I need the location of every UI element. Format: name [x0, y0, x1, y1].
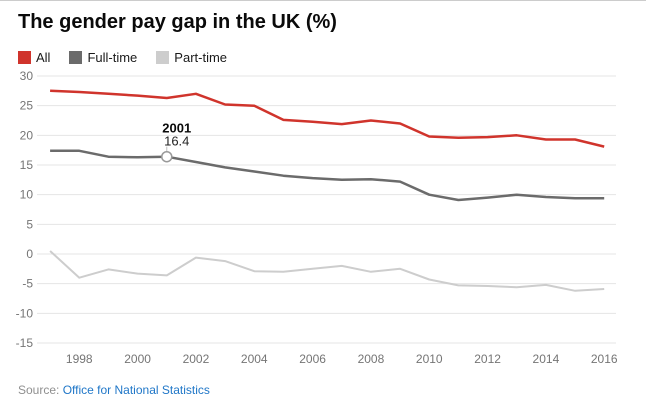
series-line-all	[50, 89, 605, 148]
x-tick-2014: 2014	[533, 352, 560, 366]
annotation-marker	[161, 150, 173, 163]
y-tick--5: -5	[22, 277, 33, 291]
x-tick-2002: 2002	[183, 352, 210, 366]
line-chart: 30 25 20 15 10 5 0 -5 -10 -15 1998 2000 2002 2004 2006…	[16, 69, 618, 366]
legend-item-full-time: Full-time	[69, 50, 137, 65]
y-tick-15: 15	[20, 158, 34, 172]
legend-swatch-part-time	[156, 51, 170, 64]
y-tick-25: 25	[20, 99, 34, 113]
y-tick-10: 10	[20, 188, 34, 202]
y-tick-0: 0	[26, 247, 33, 261]
legend-item-all: All	[18, 50, 50, 65]
y-tick--10: -10	[16, 306, 34, 320]
x-tick-2012: 2012	[474, 352, 501, 366]
x-tick-2004: 2004	[241, 352, 268, 366]
y-tick-20: 20	[20, 128, 34, 142]
annotation-year-label: 2001	[162, 121, 191, 136]
legend-swatch-full-time	[69, 51, 83, 64]
source-line: Source: Office for National Statistics	[18, 383, 210, 397]
legend-swatch-all	[18, 51, 31, 64]
y-tick-30: 30	[20, 69, 34, 83]
chart-title: The gender pay gap in the UK (%)	[18, 11, 337, 33]
legend-label-all: All	[36, 50, 51, 65]
series-line-full-time	[50, 149, 605, 202]
x-tick-2008: 2008	[358, 352, 385, 366]
x-tick-2006: 2006	[299, 352, 326, 366]
source-label: Source:	[18, 383, 60, 397]
x-tick-2000: 2000	[124, 352, 151, 366]
annotation-value-label: 16.4	[164, 134, 189, 149]
legend-label-part-time: Part-time	[174, 50, 228, 65]
y-tick-5: 5	[26, 217, 33, 231]
x-tick-2016: 2016	[591, 352, 618, 366]
x-tick-2010: 2010	[416, 352, 443, 366]
y-tick--15: -15	[16, 336, 34, 350]
chart-legend: All Full-time Part-time	[18, 50, 227, 65]
legend-item-part-time: Part-time	[156, 50, 227, 65]
series-line-part-time	[49, 250, 605, 292]
x-tick-1998: 1998	[66, 352, 93, 366]
source-link[interactable]: Office for National Statistics	[62, 383, 210, 397]
legend-label-full-time: Full-time	[87, 50, 138, 65]
